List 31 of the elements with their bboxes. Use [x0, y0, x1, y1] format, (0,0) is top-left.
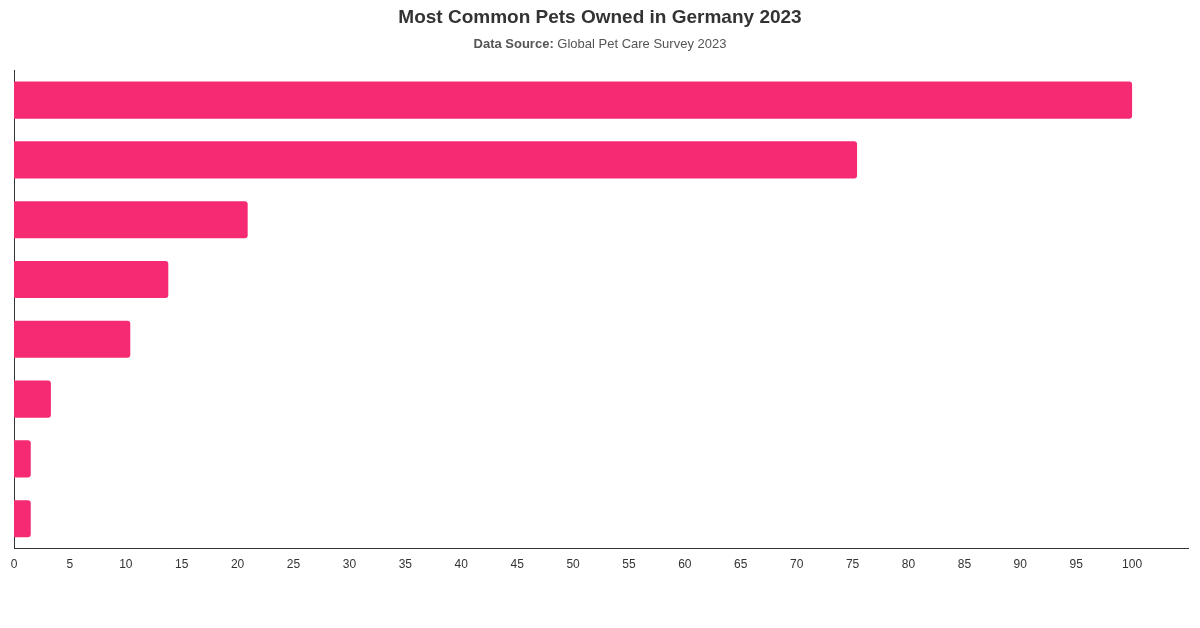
- x-tick-label: 25: [286, 557, 301, 572]
- x-tick-label: 5: [66, 557, 74, 572]
- bar: [14, 260, 169, 299]
- bar: [14, 320, 131, 358]
- x-tick-label: 90: [1013, 557, 1028, 572]
- bar: [14, 440, 31, 478]
- x-tick-label: 60: [678, 557, 692, 572]
- chart-subtitle: Data Source: Global Pet Care Survey 2023: [472, 36, 728, 51]
- x-tick-label: 15: [175, 557, 189, 572]
- x-tick-label: 75: [845, 557, 860, 572]
- x-tick-label: 35: [398, 557, 413, 572]
- bar: [14, 201, 248, 239]
- bar: [14, 141, 858, 179]
- x-tick-label: 100: [1122, 557, 1143, 572]
- bar: [14, 81, 1133, 119]
- x-tick-label: 45: [510, 557, 525, 572]
- x-tick-label: 85: [957, 557, 972, 572]
- x-tick-label: 10: [119, 557, 133, 572]
- x-tick-label: 50: [566, 557, 581, 572]
- bar: [14, 380, 51, 418]
- bar: [14, 500, 31, 538]
- x-tick-label: 40: [454, 557, 469, 572]
- x-tick-label: 95: [1069, 557, 1084, 572]
- x-tick-label: 0: [10, 557, 18, 572]
- x-tick-label: 20: [230, 557, 245, 572]
- x-tick-label: 30: [342, 557, 357, 572]
- x-tick-label: 65: [734, 557, 748, 572]
- x-tick-label: 55: [622, 557, 636, 572]
- x-tick-label: 80: [901, 557, 916, 572]
- x-tick-label: 70: [789, 557, 804, 572]
- chart-title: Most Common Pets Owned in Germany 2023: [397, 6, 803, 28]
